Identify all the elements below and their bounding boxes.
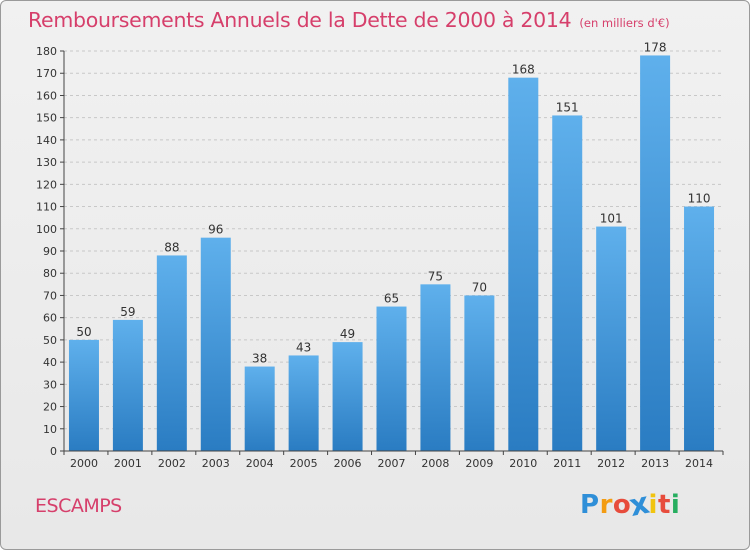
x-tick-label: 2000 [70, 457, 98, 470]
x-tick-label: 2012 [597, 457, 625, 470]
x-tick-label: 2007 [378, 457, 406, 470]
y-tick-label: 60 [43, 312, 57, 325]
y-tick-label: 180 [36, 45, 57, 58]
data-label: 38 [252, 352, 267, 366]
data-label: 96 [208, 223, 223, 237]
bars: 50 59 88 96 38 43 49 65 75 70 168 151 101 178 110 [68, 40, 715, 452]
chart-title: Remboursements Annuels de la Dette de 20… [28, 8, 670, 32]
bar [552, 115, 583, 451]
x-tick-label: 2008 [421, 457, 449, 470]
x-tick-label: 2003 [202, 457, 230, 470]
bar [596, 226, 627, 451]
y-tick-label: 90 [43, 245, 57, 258]
logo-letter: r [599, 490, 613, 520]
data-label: 178 [644, 40, 667, 54]
bar [508, 77, 539, 452]
bar [68, 339, 99, 451]
y-tick-label: 50 [43, 334, 57, 347]
data-label: 59 [120, 305, 135, 319]
y-tick-label: 40 [43, 356, 57, 369]
x-tick-label: 2011 [553, 457, 581, 470]
x-axis: 2000 2001 2002 2003 2004 2005 2006 2007 2008 2009… [63, 450, 724, 470]
data-label: 65 [384, 292, 399, 306]
chart-title-text: Remboursements Annuels de la Dette de 20… [28, 8, 572, 32]
y-tick-label: 70 [43, 289, 57, 302]
y-tick-label: 140 [36, 134, 57, 147]
y-tick-label: 110 [36, 201, 57, 214]
y-tick-label: 120 [36, 178, 57, 191]
chart-subtitle: (en milliers d'€) [579, 16, 670, 30]
y-tick-label: 100 [36, 223, 57, 236]
data-label: 110 [688, 192, 711, 206]
x-tick-label: 2001 [114, 457, 142, 470]
y-tick-label: 170 [36, 67, 57, 80]
y-axis: 0 10 20 30 40 50 60 70 80 90 100 110 120 130 140 150 160… [36, 45, 65, 458]
data-label: 70 [472, 280, 487, 294]
x-tick-label: 2009 [465, 457, 493, 470]
bar [200, 237, 231, 451]
y-tick-label: 0 [50, 445, 57, 458]
data-label: 50 [76, 325, 91, 339]
y-tick-label: 30 [43, 378, 57, 391]
x-tick-label: 2002 [158, 457, 186, 470]
x-tick-label: 2004 [246, 457, 274, 470]
bar [288, 355, 319, 451]
y-tick-label: 130 [36, 156, 57, 169]
bar [464, 295, 495, 451]
x-tick-label: 2013 [641, 457, 669, 470]
bar [332, 342, 363, 451]
bar [640, 55, 671, 451]
y-tick-label: 10 [43, 423, 57, 436]
data-label: 88 [164, 240, 179, 254]
bar [684, 206, 715, 451]
logo-letter: i [670, 490, 681, 520]
data-label: 43 [296, 340, 311, 354]
data-label: 75 [428, 269, 443, 283]
x-tick-label: 2005 [290, 457, 318, 470]
x-tick-label: 2006 [334, 457, 362, 470]
bar [420, 284, 451, 451]
bar [156, 255, 187, 451]
commune-name: ESCAMPS [35, 495, 122, 517]
logo-letter: o [612, 490, 632, 520]
x-tick-label: 2014 [685, 457, 713, 470]
logo-letter: P [580, 490, 600, 520]
y-tick-label: 160 [36, 89, 57, 102]
logo-letter: i [648, 490, 658, 520]
logo-letter: t [657, 490, 671, 520]
y-tick-label: 80 [43, 267, 57, 280]
data-label: 49 [340, 327, 355, 341]
data-label: 101 [600, 212, 623, 226]
bar [244, 366, 275, 451]
y-tick-label: 20 [43, 401, 57, 414]
bar [112, 319, 143, 451]
y-tick-label: 150 [36, 112, 57, 125]
data-label: 151 [556, 100, 579, 114]
bar [376, 306, 407, 451]
x-tick-label: 2010 [509, 457, 537, 470]
data-label: 168 [512, 63, 535, 77]
proxiti-logo[interactable]: Proxiti [580, 486, 681, 524]
